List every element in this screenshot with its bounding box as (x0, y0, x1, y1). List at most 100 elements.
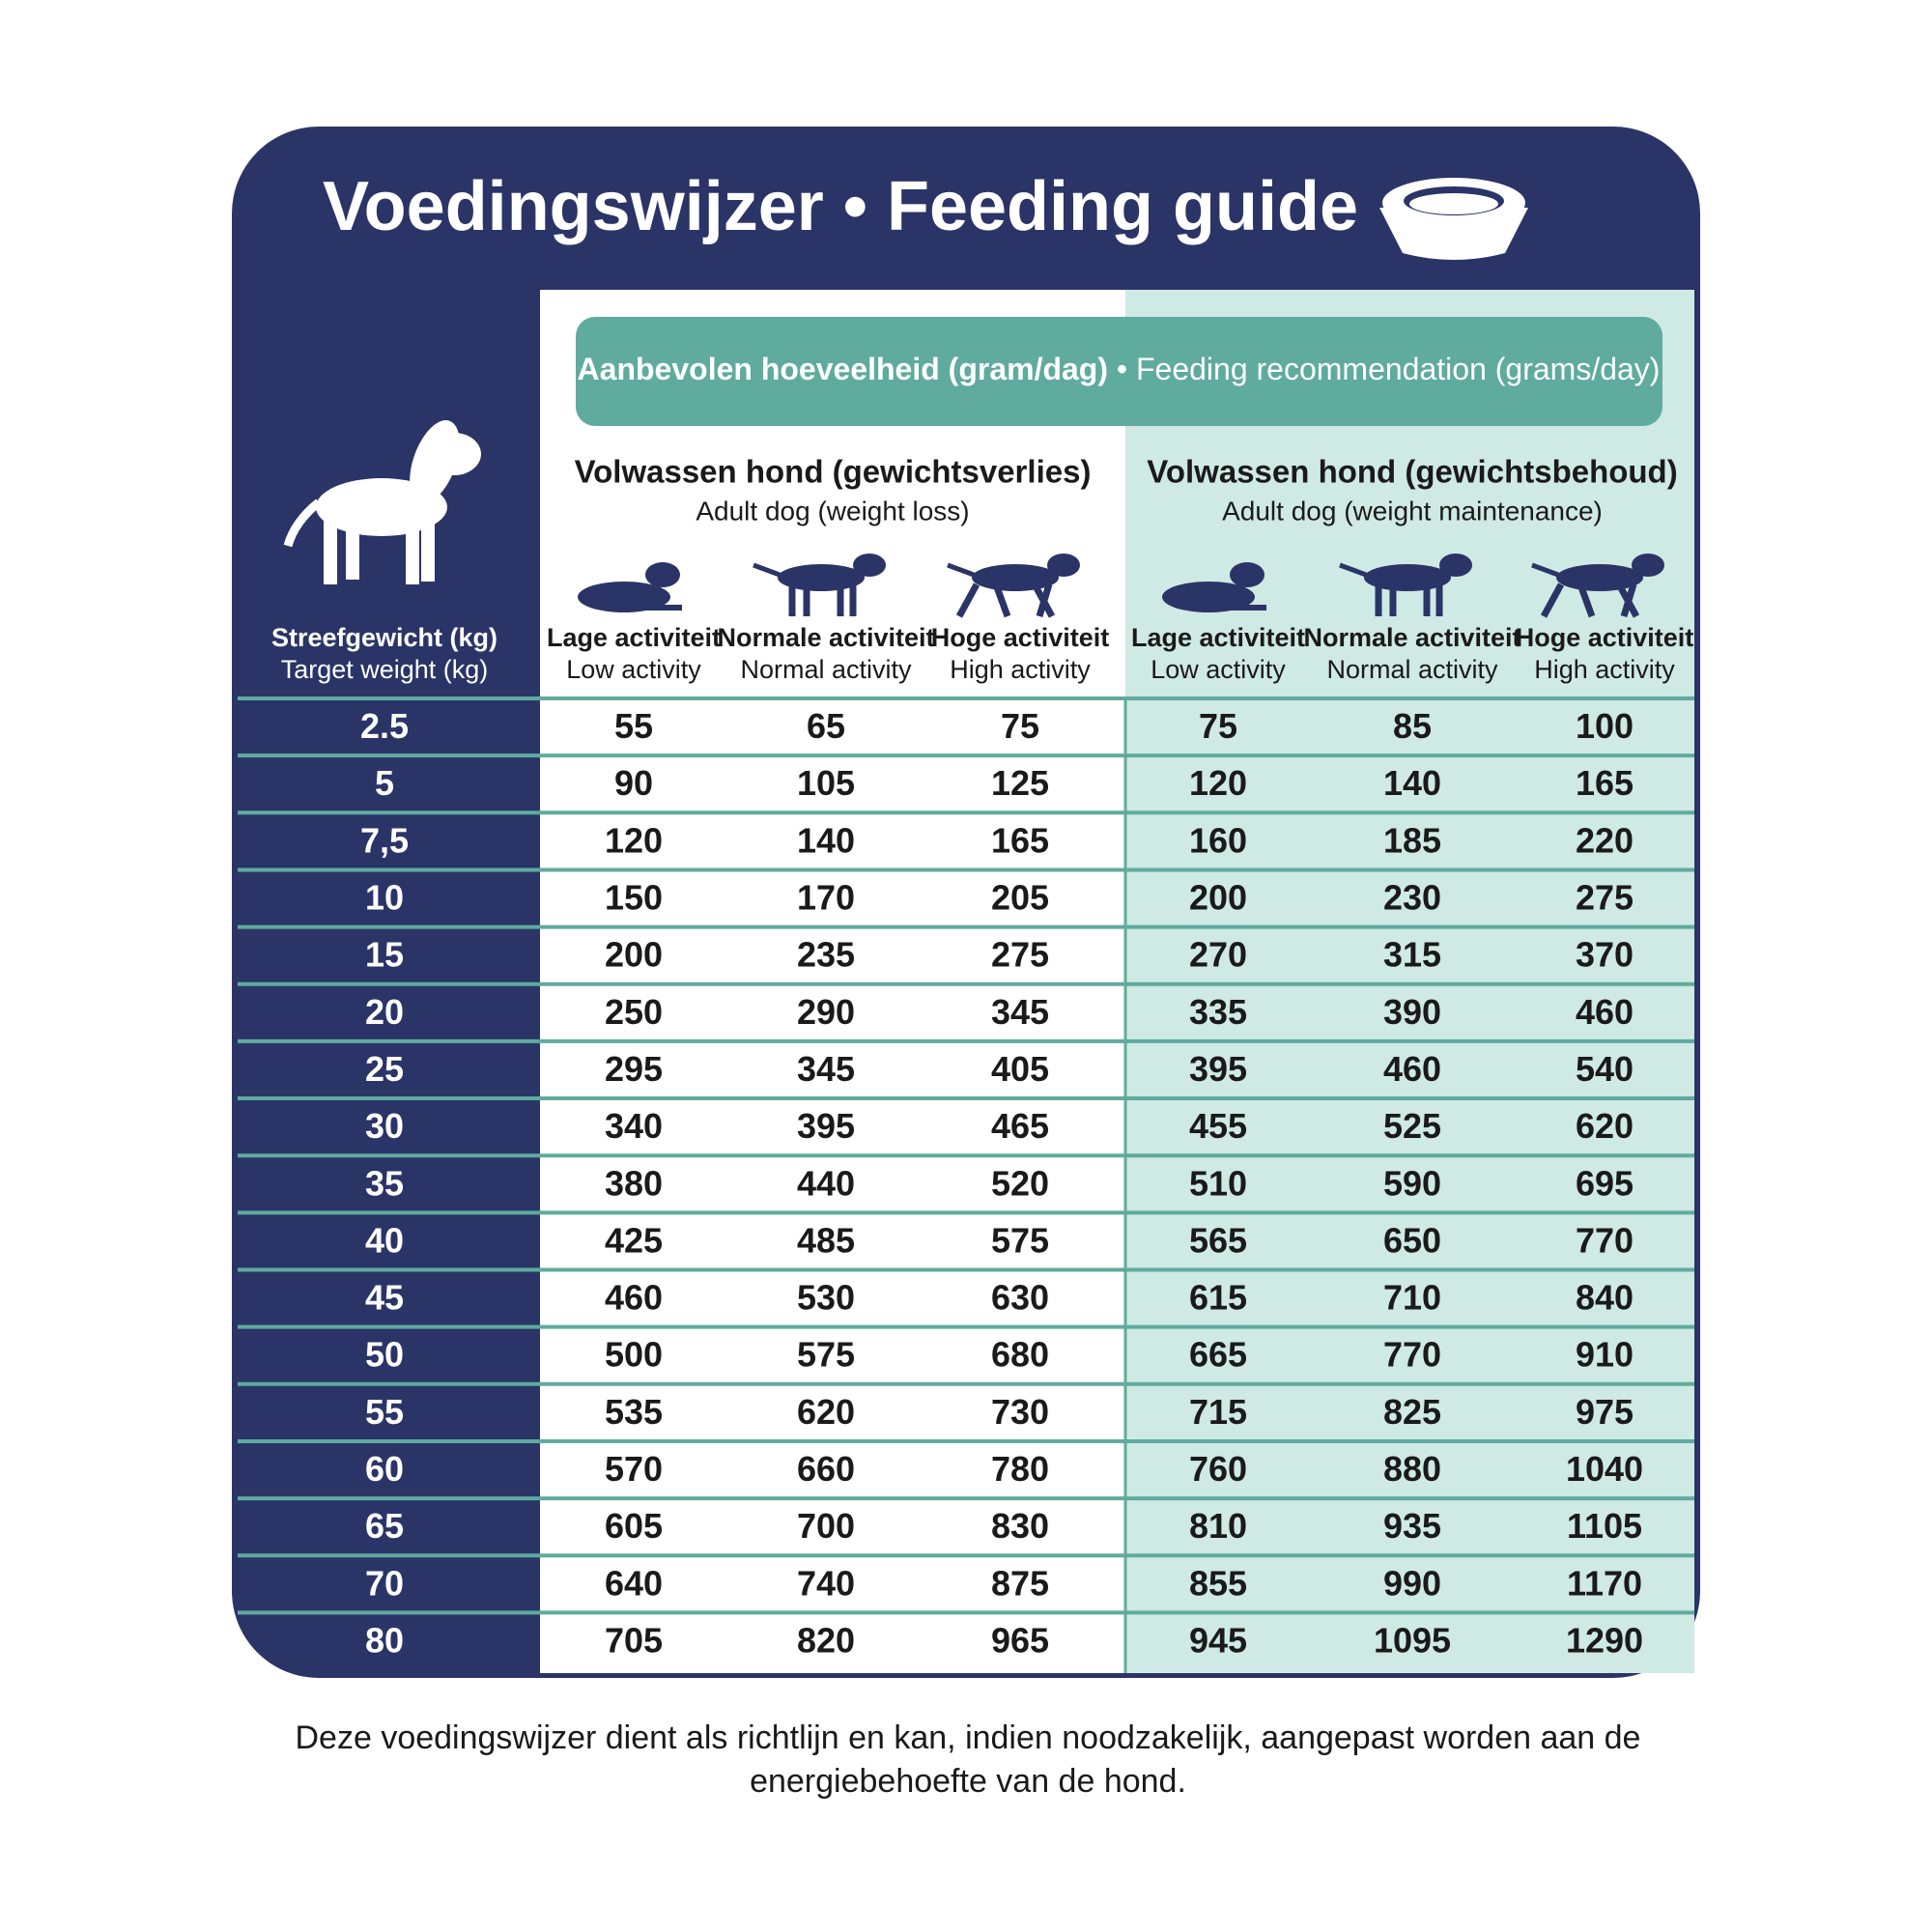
dog-icon (1162, 562, 1266, 612)
amount-cell: 250 (605, 992, 663, 1032)
amount-cell: 630 (991, 1278, 1049, 1318)
column-header-nl: Normale activiteit (1303, 623, 1520, 652)
amount-cell: 165 (991, 820, 1049, 860)
amount-cell: 760 (1189, 1449, 1247, 1489)
amount-cell: 575 (797, 1335, 855, 1375)
weight-cell: 70 (365, 1563, 404, 1603)
dog-icon (753, 554, 886, 616)
amount-cell: 200 (1189, 878, 1247, 918)
weight-cell: 55 (365, 1392, 404, 1432)
amount-cell: 855 (1189, 1563, 1247, 1603)
amount-cell: 170 (797, 878, 855, 918)
amount-cell: 825 (1383, 1392, 1441, 1432)
amount-cell: 570 (605, 1449, 663, 1489)
recommendation-nl: Aanbevolen hoeveelheid (gram/dag) (578, 352, 1108, 386)
dog-icon (1531, 554, 1664, 618)
column-header-en: High activity (1534, 655, 1675, 684)
weight-cell: 7,5 (360, 820, 409, 860)
amount-cell: 370 (1576, 935, 1634, 975)
amount-cell: 605 (605, 1506, 663, 1546)
group-subtitle: Adult dog (weight maintenance) (1222, 496, 1603, 526)
amount-cell: 160 (1189, 820, 1247, 860)
amount-cell: 275 (991, 935, 1049, 975)
amount-cell: 125 (991, 763, 1049, 803)
amount-cell: 395 (1189, 1049, 1247, 1089)
amount-cell: 880 (1383, 1449, 1441, 1489)
amount-cell: 105 (797, 763, 855, 803)
amount-cell: 575 (991, 1220, 1049, 1260)
weight-cell: 35 (365, 1163, 404, 1203)
column-header-nl: Normale activiteit (717, 623, 934, 652)
amount-cell: 1040 (1566, 1449, 1643, 1489)
big-dog-icon (283, 420, 481, 584)
group-subtitle: Adult dog (weight loss) (696, 496, 969, 526)
footnote-line: energiebehoefte van de hond. (750, 1763, 1186, 1800)
weight-cell: 25 (365, 1049, 404, 1089)
column-header-en: Normal activity (1326, 655, 1498, 684)
amount-cell: 770 (1576, 1220, 1634, 1260)
title: Voedingswijzer • Feeding guide (323, 168, 1358, 245)
column-header-en: Normal activity (740, 655, 912, 684)
amount-cell: 345 (797, 1049, 855, 1089)
amount-cell: 500 (605, 1335, 663, 1375)
amount-cell: 740 (797, 1563, 855, 1603)
amount-cell: 705 (605, 1620, 663, 1660)
column-header-nl: Hoge activiteit (931, 623, 1110, 652)
amount-cell: 945 (1189, 1620, 1247, 1660)
amount-cell: 875 (991, 1563, 1049, 1603)
amount-cell: 460 (1576, 992, 1634, 1032)
amount-cell: 220 (1576, 820, 1634, 860)
group-title: Volwassen hond (gewichtsbehoud) (1147, 454, 1677, 490)
amount-cell: 150 (605, 878, 663, 918)
amount-cell: 590 (1383, 1163, 1441, 1203)
weight-cell: 10 (365, 878, 404, 918)
amount-cell: 620 (797, 1392, 855, 1432)
amount-cell: 425 (605, 1220, 663, 1260)
amount-cell: 730 (991, 1392, 1049, 1432)
amount-cell: 205 (991, 878, 1049, 918)
amount-cell: 810 (1189, 1506, 1247, 1546)
weight-cell: 80 (365, 1620, 404, 1660)
amount-cell: 405 (991, 1049, 1049, 1089)
amount-cell: 770 (1383, 1335, 1441, 1375)
weight-cell: 5 (375, 763, 394, 803)
amount-cell: 910 (1576, 1335, 1634, 1375)
weight-cell: 40 (365, 1220, 404, 1260)
amount-cell: 100 (1576, 706, 1634, 746)
separator: • (1117, 352, 1127, 386)
amount-cell: 120 (605, 820, 663, 860)
amount-cell: 525 (1383, 1106, 1441, 1146)
weight-cell: 45 (365, 1278, 404, 1318)
weight-cell: 20 (365, 992, 404, 1032)
amount-cell: 520 (991, 1163, 1049, 1203)
recommendation-en: Feeding recommendation (grams/day) (1136, 352, 1660, 386)
amount-cell: 395 (797, 1106, 855, 1146)
amount-cell: 85 (1393, 706, 1432, 746)
dog-icon (578, 562, 682, 612)
amount-cell: 465 (991, 1106, 1049, 1146)
amount-cell: 140 (1383, 763, 1441, 803)
column-header-nl: Hoge activiteit (1516, 623, 1694, 652)
amount-cell: 380 (605, 1163, 663, 1203)
amount-cell: 1105 (1567, 1506, 1642, 1546)
weight-header-nl: Streefgewicht (kg) (271, 623, 497, 652)
amount-cell: 530 (797, 1278, 855, 1318)
amount-cell: 965 (991, 1620, 1049, 1660)
amount-cell: 620 (1576, 1106, 1634, 1146)
amount-cell: 680 (991, 1335, 1049, 1375)
amount-cell: 820 (797, 1620, 855, 1660)
column-header-nl: Lage activiteit (547, 623, 721, 652)
amount-cell: 830 (991, 1506, 1049, 1546)
amount-cell: 700 (797, 1506, 855, 1546)
amount-cell: 665 (1189, 1335, 1247, 1375)
column-header-en: High activity (950, 655, 1091, 684)
amount-cell: 460 (605, 1278, 663, 1318)
amount-cell: 485 (797, 1220, 855, 1260)
amount-cell: 75 (1001, 706, 1039, 746)
amount-cell: 990 (1383, 1563, 1441, 1603)
amount-cell: 460 (1383, 1049, 1441, 1089)
weight-cell: 65 (365, 1506, 404, 1546)
dog-icon (947, 554, 1080, 618)
